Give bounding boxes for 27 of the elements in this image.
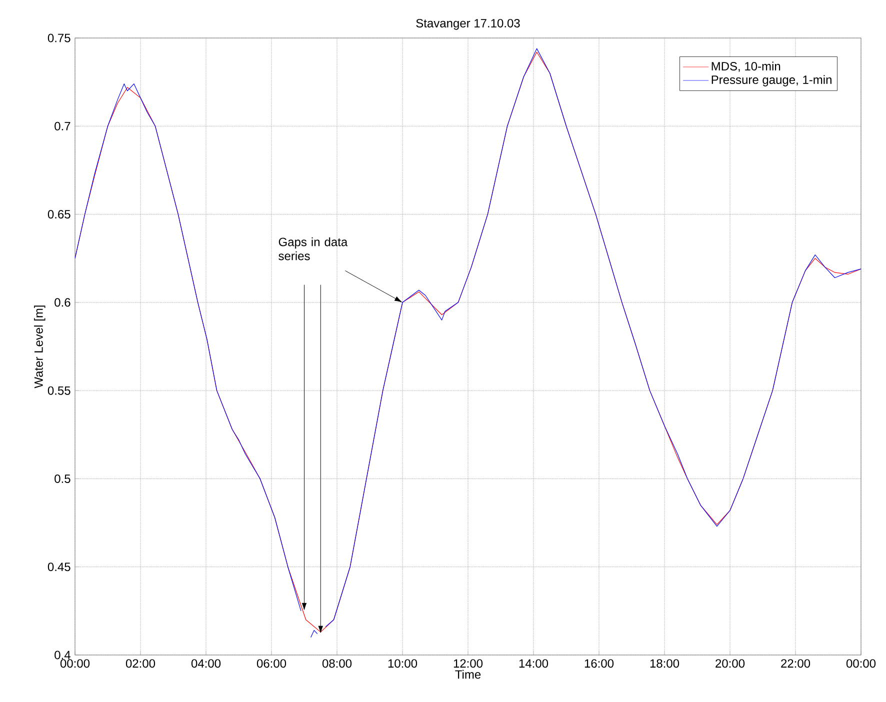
x-tick-label: 06:00 — [256, 659, 286, 668]
y-tick-label: 0.65 — [48, 210, 70, 219]
chart-title: Stavanger 17.10.03 — [416, 18, 520, 30]
x-tick-label: 16:00 — [584, 659, 614, 668]
y-tick-label: 0.5 — [54, 474, 70, 483]
x-axis-title: Time — [455, 670, 481, 679]
x-tick-label: 02:00 — [126, 659, 156, 668]
x-tick-label: 08:00 — [322, 659, 352, 668]
x-tick-label: 12:00 — [454, 659, 483, 668]
y-axis-title: Water Level [m] — [34, 306, 46, 388]
y-tick-label: 0.55 — [48, 386, 70, 395]
y-tick-label: 0.6 — [54, 298, 70, 307]
legend-label: Pressure gauge, 1-min — [712, 75, 832, 86]
x-tick-label: 22:00 — [781, 659, 810, 668]
x-tick-label: 18:00 — [650, 659, 680, 668]
y-tick-label: 0.4 — [54, 650, 70, 660]
y-tick-label: 0.45 — [48, 562, 70, 572]
x-tick-label: 10:00 — [388, 659, 418, 668]
y-tick-label: 0.75 — [48, 34, 70, 42]
annotation: Gaps in data series — [278, 237, 348, 260]
legend-label: MDS, 10-min — [712, 62, 780, 72]
x-tick-label: 20:00 — [716, 659, 745, 668]
x-tick-label: 00:00 — [60, 659, 90, 668]
x-tick-label: 14:00 — [519, 659, 548, 668]
y-tick-label: 0.7 — [54, 122, 70, 130]
x-tick-label: 04:00 — [191, 659, 221, 668]
x-tick-label: 00:00 — [846, 659, 876, 668]
